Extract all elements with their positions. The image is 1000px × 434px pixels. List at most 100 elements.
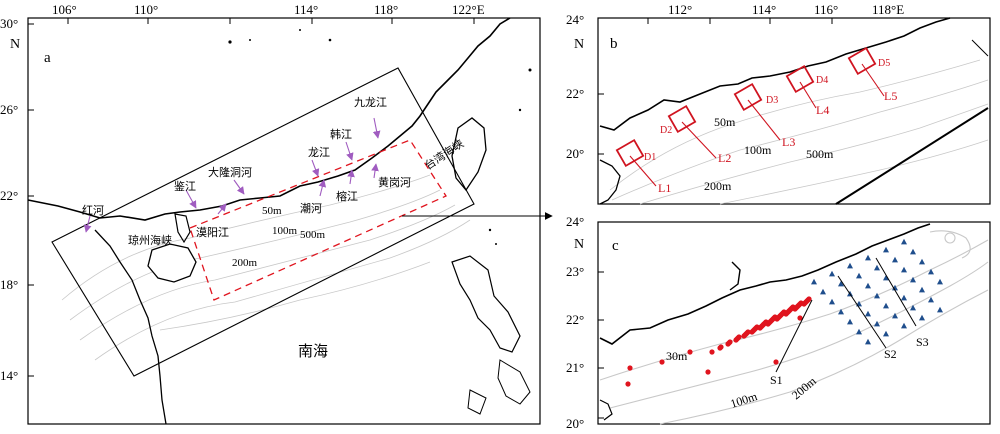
blue-station (874, 320, 880, 327)
river-label-longjiang: 龙江 (308, 146, 330, 159)
isobath-label-500m: 500m (300, 229, 326, 241)
red-station (709, 349, 715, 355)
panel-b-lines (629, 63, 885, 187)
red-station (797, 315, 803, 321)
panel-b-isobath-200m: 200m (704, 179, 732, 193)
blue-station (919, 258, 925, 265)
panel-a-ticks (28, 18, 475, 377)
leizhou-peninsula (174, 213, 191, 244)
blue-station (811, 278, 817, 285)
blue-station (901, 294, 907, 301)
place-south-china-sea: 南海 (298, 343, 328, 360)
blue-station (892, 312, 898, 319)
blue-station (829, 270, 835, 277)
isobath-label-200m: 200m (232, 257, 258, 269)
blue-station (865, 254, 871, 261)
panel-c: S1 S2 S3 30m 100m 200m c N 24° 23° 22° 2… (566, 214, 991, 431)
river-label-huanggang: 黄岗河 (378, 175, 411, 189)
blue-station (865, 338, 871, 345)
line-label-l1: L1 (658, 181, 671, 195)
panel-c-lat-20: 20° (566, 416, 584, 431)
blue-station (901, 238, 907, 245)
section-label-s1: S1 (770, 373, 783, 387)
blue-station (838, 308, 844, 315)
taiwan-island (451, 117, 487, 192)
blue-station (937, 278, 943, 285)
line-label-l5: L5 (884, 89, 897, 103)
red-station (773, 359, 779, 365)
red-station (717, 345, 723, 351)
panel-c-isobath-30m: 30m (666, 349, 688, 363)
river-arrows (83, 117, 381, 233)
blue-station (910, 248, 916, 255)
red-station (757, 325, 763, 331)
panel-c-coast (599, 223, 931, 345)
panel-c-lat-22: 22° (566, 312, 584, 327)
isobath-label-50m: 50m (262, 205, 282, 217)
blue-station (919, 286, 925, 293)
blue-station (937, 306, 943, 313)
panel-b-isobath-100m: 100m (744, 143, 772, 157)
blue-station (865, 310, 871, 317)
river-label-honghe: 红河 (82, 204, 104, 217)
panel-c-section-lines (775, 257, 917, 373)
panel-c-lat-21: 21° (566, 360, 584, 375)
red-station (659, 359, 665, 365)
panel-a-lat-14: 14° (0, 368, 18, 383)
river-label-jianjiang: 鉴江 (174, 180, 196, 193)
panel-a-north-label: N (10, 37, 20, 52)
blue-station (919, 314, 925, 321)
red-station (733, 337, 739, 343)
panel-c-letter: c (612, 238, 619, 254)
panel-b-north-label: N (574, 37, 584, 52)
blue-station (883, 246, 889, 253)
red-station (774, 316, 780, 322)
panel-a-lat-18: 18° (0, 277, 18, 292)
panel-b-lat-20: 20° (566, 146, 584, 161)
blue-station (865, 282, 871, 289)
red-station (741, 333, 747, 339)
isobath-label-100m: 100m (272, 225, 298, 237)
blue-station (892, 256, 898, 263)
box-label-d3: D3 (766, 95, 778, 106)
box-label-d5: D5 (878, 58, 890, 69)
panel-a-lon-106: 106° (52, 2, 77, 17)
panel-a-lat-26: 26° (0, 102, 18, 117)
river-label-rongjiang: 榕江 (336, 189, 358, 203)
panel-a: N a 红河 鉴江 大隆洞河 龙江 韩江 九龙江 漠阳江 潮河 榕江 黄岗河 琼… (0, 2, 541, 425)
blue-station (928, 268, 934, 275)
blue-station (901, 322, 907, 329)
river-label-chaohe: 潮河 (300, 201, 322, 215)
panel-a-lat-30: 30° (0, 16, 18, 31)
blue-station (892, 284, 898, 291)
blue-station (838, 280, 844, 287)
panel-c-north-label: N (574, 237, 584, 252)
blue-stations (811, 238, 943, 345)
panel-b-letter: b (610, 36, 618, 52)
blue-station (829, 298, 835, 305)
blue-station (856, 328, 862, 335)
panel-b-coast (599, 17, 951, 131)
red-station (705, 369, 711, 375)
red-station (725, 341, 731, 347)
red-station (783, 311, 789, 317)
line-label-l4: L4 (816, 103, 829, 117)
red-station (687, 349, 693, 355)
line-label-l3: L3 (782, 135, 795, 149)
place-qiongzhou-strait: 琼州海峡 (128, 233, 172, 247)
blue-station (910, 276, 916, 283)
panel-a-lon-110: 110° (134, 2, 158, 17)
line-label-l2: L2 (718, 151, 731, 165)
panel-b-isobath-500m: 500m (806, 147, 834, 161)
red-station (625, 381, 631, 387)
red-station (801, 301, 807, 307)
blue-station (928, 296, 934, 303)
panel-a-lat-22: 22° (0, 188, 18, 203)
luzon-island (451, 255, 521, 353)
river-label-dalongdong: 大隆洞河 (208, 165, 252, 179)
panel-a-lon-118: 118° (374, 2, 398, 17)
hainan-island (147, 243, 197, 283)
blue-station (856, 272, 862, 279)
box-label-d4: D4 (816, 75, 828, 86)
